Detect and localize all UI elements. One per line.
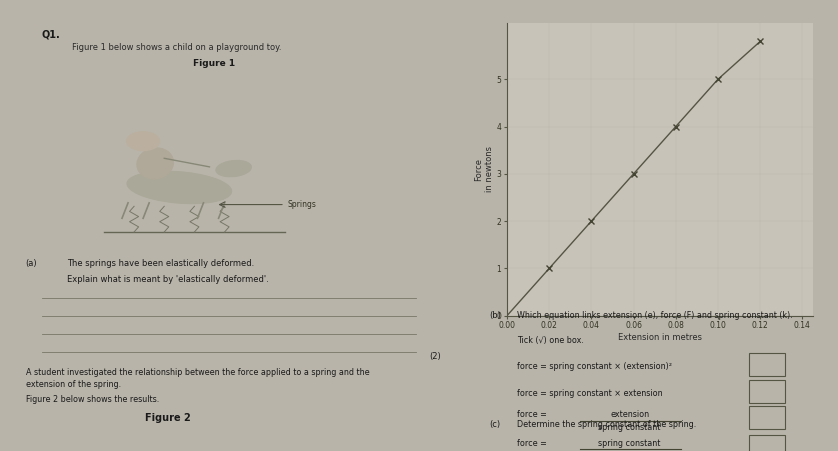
Text: Figure 2: Figure 2: [145, 413, 190, 423]
Text: A student investigated the relationship between the force applied to a spring an: A student investigated the relationship …: [26, 368, 370, 377]
Ellipse shape: [137, 148, 173, 179]
Ellipse shape: [127, 171, 231, 203]
Text: (a): (a): [26, 259, 37, 268]
Text: Figure 2 below shows the results.: Figure 2 below shows the results.: [26, 395, 159, 404]
Text: Tick (√) one box.: Tick (√) one box.: [517, 336, 584, 345]
Text: force = spring constant × extension: force = spring constant × extension: [517, 389, 663, 398]
Text: Determine the spring constant of the spring.: Determine the spring constant of the spr…: [517, 420, 696, 429]
Text: Figure 1 below shows a child on a playground toy.: Figure 1 below shows a child on a playgr…: [72, 43, 282, 52]
Text: (c): (c): [489, 420, 500, 429]
Y-axis label: Force
in newtons: Force in newtons: [474, 146, 494, 192]
Text: The springs have been elastically deformed.: The springs have been elastically deform…: [67, 259, 255, 268]
X-axis label: Extension in metres: Extension in metres: [618, 333, 702, 342]
Circle shape: [127, 132, 160, 151]
Text: force = spring constant × (extension)²: force = spring constant × (extension)²: [517, 362, 672, 371]
Ellipse shape: [216, 161, 251, 177]
Bar: [749, 405, 784, 428]
Text: spring constant: spring constant: [598, 438, 661, 447]
Text: force =: force =: [517, 439, 547, 448]
Bar: [749, 353, 784, 376]
Bar: [749, 435, 784, 451]
Text: spring constant: spring constant: [598, 423, 661, 432]
Text: Springs: Springs: [288, 200, 317, 209]
Text: Explain what is meant by 'elastically deformed'.: Explain what is meant by 'elastically de…: [67, 275, 269, 284]
Text: (b): (b): [489, 311, 501, 320]
Text: Which equation links extension (e), force (F) and spring constant (k).: Which equation links extension (e), forc…: [517, 311, 794, 320]
Bar: [749, 380, 784, 403]
Text: force =: force =: [517, 410, 547, 419]
Text: (2): (2): [429, 352, 441, 361]
Text: Figure 1: Figure 1: [193, 59, 235, 68]
Text: extension: extension: [610, 410, 649, 419]
Text: Q1.: Q1.: [42, 29, 60, 39]
Text: extension of the spring.: extension of the spring.: [26, 380, 121, 389]
